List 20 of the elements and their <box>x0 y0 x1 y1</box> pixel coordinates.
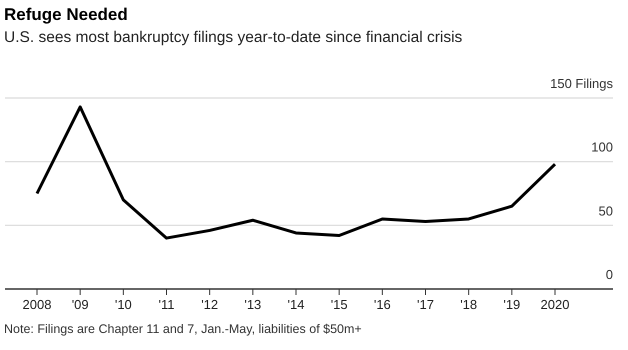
chart-subtitle: U.S. sees most bankruptcy filings year-to-date since financial crisis <box>4 29 463 46</box>
y-tick-label: 100 <box>591 140 613 155</box>
y-tick-label: 150 Filings <box>550 76 614 91</box>
x-tick-label: '15 <box>330 297 348 312</box>
x-tick-label: '10 <box>114 297 132 312</box>
chart-title: Refuge Needed <box>4 5 128 24</box>
x-tick-label: '18 <box>460 297 478 312</box>
x-tick-label: '17 <box>417 297 434 312</box>
y-tick-label: 0 <box>606 267 613 282</box>
x-tick-label: '13 <box>244 297 262 312</box>
x-tick-label: '09 <box>72 297 89 312</box>
x-tick-label: '11 <box>158 297 174 312</box>
text: Note: Filings are Chapter 11 and 7, Jan.-May, liabilities of $50m+ <box>4 322 362 336</box>
x-tick-label: '16 <box>374 297 391 312</box>
x-tick-label: '12 <box>201 297 218 312</box>
y-tick-label: 50 <box>598 203 613 218</box>
x-tick-label: '14 <box>288 297 304 312</box>
x-tick-label: 2008 <box>22 297 52 312</box>
x-tick-label: '19 <box>503 297 520 312</box>
x-tick-label: 2020 <box>540 297 570 312</box>
